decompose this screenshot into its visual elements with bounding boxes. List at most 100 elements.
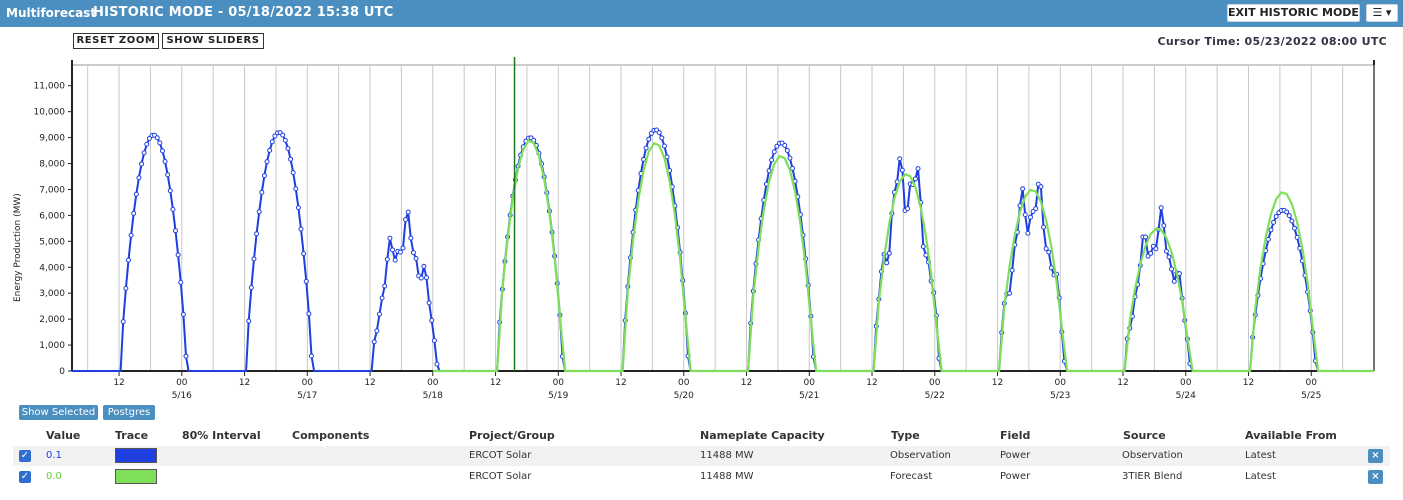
data-point <box>269 139 275 145</box>
x-date-label: 5/21 <box>799 391 819 401</box>
hamburger-menu-icon[interactable]: ☰ ▾ <box>1366 4 1398 22</box>
row-source: Observation <box>1122 450 1183 461</box>
data-point <box>429 317 435 323</box>
data-point <box>1265 236 1271 242</box>
data-point <box>146 136 152 142</box>
data-point <box>392 257 398 263</box>
data-point <box>413 255 419 261</box>
postgres-button[interactable]: Postgres <box>103 405 155 420</box>
data-point <box>787 155 793 161</box>
data-point <box>280 132 286 138</box>
data-point <box>390 247 396 253</box>
y-tick-label: 2,000 <box>39 315 65 325</box>
x-tick-label: 00 <box>1306 378 1318 388</box>
data-point <box>144 141 150 147</box>
cursor-time: Cursor Time: 05/23/2022 08:00 UTC <box>1157 35 1387 48</box>
data-point <box>120 319 126 325</box>
data-point <box>1163 248 1169 254</box>
x-tick-label: 00 <box>929 378 941 388</box>
data-point <box>259 189 265 195</box>
table-row[interactable]: ✓ 0.1 ERCOT Solar 11488 MW Observation P… <box>13 446 1390 466</box>
y-tick-label: 8,000 <box>39 160 65 170</box>
exit-historic-mode-button[interactable]: EXIT HISTORIC MODE <box>1227 4 1360 22</box>
row-type: Observation <box>890 450 951 461</box>
data-point <box>1169 266 1175 272</box>
data-point <box>128 232 134 238</box>
show-sliders-button[interactable]: SHOW SLIDERS <box>162 33 264 49</box>
x-date-label: 5/23 <box>1050 391 1070 401</box>
data-point <box>293 186 299 192</box>
data-point <box>1025 230 1031 236</box>
data-point <box>1284 209 1290 215</box>
data-point <box>1038 184 1044 190</box>
data-point <box>884 260 890 266</box>
data-point <box>125 257 131 263</box>
x-date-label: 5/20 <box>674 391 694 401</box>
row-checkbox[interactable]: ✓ <box>19 471 31 483</box>
data-point <box>405 209 411 215</box>
reset-zoom-button[interactable]: RESET ZOOM <box>73 33 159 49</box>
y-tick-label: 11,000 <box>34 82 66 92</box>
y-tick-label: 1,000 <box>39 341 65 351</box>
data-point <box>905 206 911 212</box>
data-point <box>178 279 184 285</box>
header-field: Field <box>1000 429 1031 442</box>
row-capacity: 11488 MW <box>700 471 754 482</box>
x-date-label: 5/18 <box>423 391 443 401</box>
data-point <box>1158 205 1164 211</box>
x-tick-label: 00 <box>678 378 690 388</box>
y-tick-label: 4,000 <box>39 263 65 273</box>
remove-row-button[interactable]: × <box>1368 449 1383 463</box>
data-point <box>656 130 662 136</box>
header-capacity: Nameplate Capacity <box>700 429 825 442</box>
table-row[interactable]: ✓ 0.0 ERCOT Solar 11488 MW Forecast Powe… <box>13 467 1390 487</box>
data-point <box>1273 214 1279 220</box>
data-point <box>1289 218 1295 224</box>
data-point <box>248 284 254 290</box>
data-point <box>431 337 437 343</box>
data-point <box>371 339 377 345</box>
data-point <box>167 188 173 194</box>
data-point <box>298 226 304 232</box>
row-field: Power <box>1000 471 1031 482</box>
row-checkbox[interactable]: ✓ <box>19 450 31 462</box>
trace-swatch[interactable] <box>115 469 157 484</box>
x-tick-label: 12 <box>490 378 501 388</box>
top-bar: Multiforecast HISTORIC MODE - 05/18/2022… <box>0 0 1403 27</box>
show-selected-button[interactable]: Show Selected <box>19 405 98 420</box>
data-point <box>379 295 385 301</box>
data-point <box>173 228 179 234</box>
data-point <box>282 137 288 143</box>
data-point <box>267 147 273 153</box>
data-point <box>1171 278 1177 284</box>
row-value: 0.0 <box>46 471 62 482</box>
data-point <box>397 249 403 255</box>
data-point <box>897 156 903 162</box>
data-point <box>915 166 921 172</box>
data-point <box>641 156 647 162</box>
data-point <box>1286 213 1292 219</box>
header-source: Source <box>1123 429 1166 442</box>
data-point <box>659 135 665 141</box>
data-point <box>1142 234 1148 240</box>
row-available: Latest <box>1245 471 1276 482</box>
data-point <box>301 251 307 257</box>
energy-production-chart[interactable]: 0 1,000 2,000 3,000 4,000 5,000 6,000 7,000 8,00… <box>0 54 1403 404</box>
remove-row-button[interactable]: × <box>1368 470 1383 484</box>
app-name: Multiforecast <box>6 6 97 20</box>
y-tick-label: 3,000 <box>39 289 65 299</box>
data-point <box>123 285 129 291</box>
data-point <box>646 136 652 142</box>
data-point <box>264 159 270 165</box>
series-line-observation <box>72 129 1374 372</box>
x-date-label: 5/16 <box>172 391 192 401</box>
data-point <box>782 142 788 148</box>
data-point <box>374 328 380 334</box>
data-point <box>154 135 160 141</box>
data-point <box>1161 223 1167 229</box>
data-point <box>426 300 432 306</box>
header-available: Available From <box>1245 429 1337 442</box>
data-point <box>376 311 382 317</box>
x-tick-label: 00 <box>427 378 439 388</box>
trace-swatch[interactable] <box>115 448 157 463</box>
